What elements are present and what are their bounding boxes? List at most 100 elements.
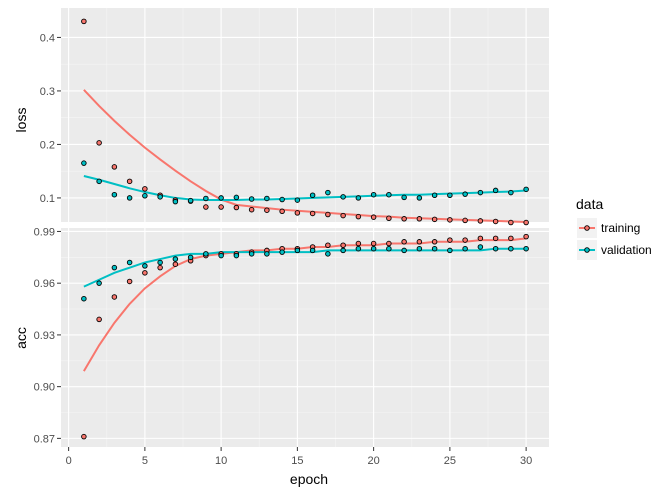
loss-validation-point <box>309 192 316 198</box>
loss-validation-point <box>248 196 255 202</box>
acc-validation-point <box>233 252 240 259</box>
acc-training-point <box>111 294 118 300</box>
acc-training-point <box>477 235 484 242</box>
acc-validation-point <box>462 245 468 252</box>
loss-validation-point <box>264 195 270 202</box>
legend-key-point-validation <box>584 247 590 253</box>
loss-training-point <box>508 219 514 226</box>
acc-validation-point <box>508 245 514 252</box>
loss-training-point <box>279 208 285 215</box>
acc-training-point <box>523 233 529 240</box>
acc-validation-point <box>248 251 255 257</box>
loss-facet-panel: 0.1 0.2 0.3 0.4 <box>40 8 549 226</box>
y-axis-title-loss: loss <box>13 108 29 133</box>
acc-validation-point <box>447 247 453 254</box>
loss-training-point <box>111 164 118 170</box>
acc-training-point <box>340 242 346 248</box>
loss-validation-point <box>233 194 240 201</box>
acc-validation-point <box>81 295 87 302</box>
loss-training-point <box>96 140 102 146</box>
loss-validation-point <box>355 195 362 201</box>
acc-y-tick-label: 0.87 <box>34 433 55 445</box>
acc-training-point <box>142 270 148 276</box>
loss-validation-point <box>111 191 118 198</box>
x-tick-label-10: 10 <box>215 455 227 467</box>
loss-training-point <box>340 212 346 219</box>
acc-training-point <box>386 240 392 247</box>
loss-training-point <box>416 216 423 222</box>
x-tick-label-25: 25 <box>444 455 456 467</box>
loss-validation-point <box>218 195 224 201</box>
acc-validation-point <box>111 264 118 271</box>
loss-validation-point <box>431 192 438 198</box>
acc-validation-point <box>325 251 331 257</box>
acc-training-point <box>126 278 133 285</box>
loss-training-point <box>401 216 407 222</box>
loss-validation-point <box>477 189 484 196</box>
acc-training-point <box>96 316 102 323</box>
loss-validation-point <box>96 178 102 185</box>
acc-validation-point <box>523 245 529 252</box>
loss-training-point <box>492 218 499 225</box>
loss-training-point <box>264 207 270 213</box>
loss-training-point <box>370 214 377 220</box>
legend-key-validation <box>577 240 597 260</box>
acc-validation-point <box>172 256 179 262</box>
loss-training-point <box>325 211 331 218</box>
acc-validation-point <box>492 245 499 252</box>
loss-validation-point <box>492 187 499 194</box>
acc-validation-point <box>477 244 484 250</box>
legend-title: data <box>576 196 603 212</box>
loss-validation-point <box>523 186 529 193</box>
loss-validation-point <box>386 191 392 198</box>
loss-training-point <box>386 215 392 222</box>
loss-training-point <box>142 186 148 192</box>
loss-validation-point <box>370 191 377 198</box>
acc-training-point <box>462 237 468 243</box>
acc-validation-point <box>126 259 133 266</box>
acc-validation-point <box>157 259 163 266</box>
loss-training-point <box>203 204 209 210</box>
acc-validation-point <box>416 245 423 252</box>
acc-training-point <box>157 264 163 271</box>
acc-validation-point <box>264 251 270 257</box>
acc-training-point <box>447 237 453 243</box>
acc-y-tick-label: 0.99 <box>34 226 55 238</box>
loss-validation-point <box>294 197 301 203</box>
acc-validation-point <box>309 247 316 254</box>
loss-validation-point <box>416 195 423 201</box>
acc-validation-point <box>401 247 407 254</box>
acc-validation-point <box>96 280 102 286</box>
acc-training-point <box>370 240 377 247</box>
loss-validation-point <box>142 193 148 199</box>
acc-training-point <box>431 239 438 245</box>
y-axis-title-acc: acc <box>13 327 29 349</box>
acc-validation-point <box>370 245 377 252</box>
loss-training-point <box>248 206 255 213</box>
loss-validation-point <box>325 189 331 196</box>
acc-panel-background <box>61 228 549 447</box>
loss-y-tick-label: 0.1 <box>40 193 55 205</box>
loss-validation-point <box>172 198 179 205</box>
loss-y-tick-label: 0.2 <box>40 139 55 151</box>
loss-training-point <box>309 210 316 217</box>
loss-validation-point <box>508 189 514 196</box>
legend: data training validation <box>576 196 652 260</box>
acc-validation-point <box>294 247 301 254</box>
loss-training-point <box>447 217 453 223</box>
loss-validation-point <box>81 160 87 166</box>
loss-validation-point <box>401 194 407 201</box>
loss-training-point <box>431 216 438 223</box>
acc-training-point <box>508 235 514 242</box>
loss-training-point <box>233 204 240 211</box>
acc-training-point <box>81 433 87 440</box>
loss-training-point <box>355 213 362 220</box>
loss-validation-point <box>126 195 133 201</box>
acc-validation-point <box>218 252 224 259</box>
loss-validation-point <box>187 197 194 204</box>
loss-training-point <box>294 210 301 216</box>
acc-training-point <box>492 235 499 242</box>
acc-facet-panel: 0.87 0.90 0.93 0.96 0.99 <box>34 226 549 447</box>
legend-key-training <box>577 218 597 238</box>
